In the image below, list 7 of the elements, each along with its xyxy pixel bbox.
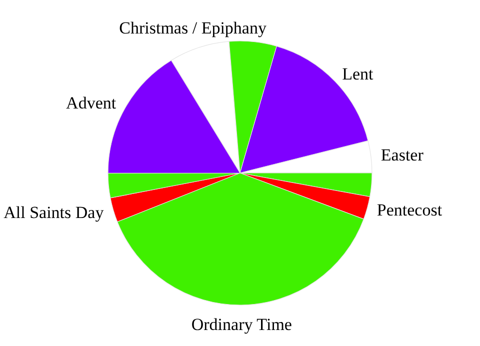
slice-label: Pentecost	[376, 200, 442, 220]
slice-label: Ordinary Time	[191, 314, 292, 334]
slice-label: Advent	[66, 94, 116, 113]
slice-label: All Saints Day	[4, 202, 104, 222]
slice-label: Easter	[380, 145, 424, 164]
slice-label: Lent	[342, 64, 374, 84]
slice-label: Christmas / Epiphany	[119, 18, 267, 38]
